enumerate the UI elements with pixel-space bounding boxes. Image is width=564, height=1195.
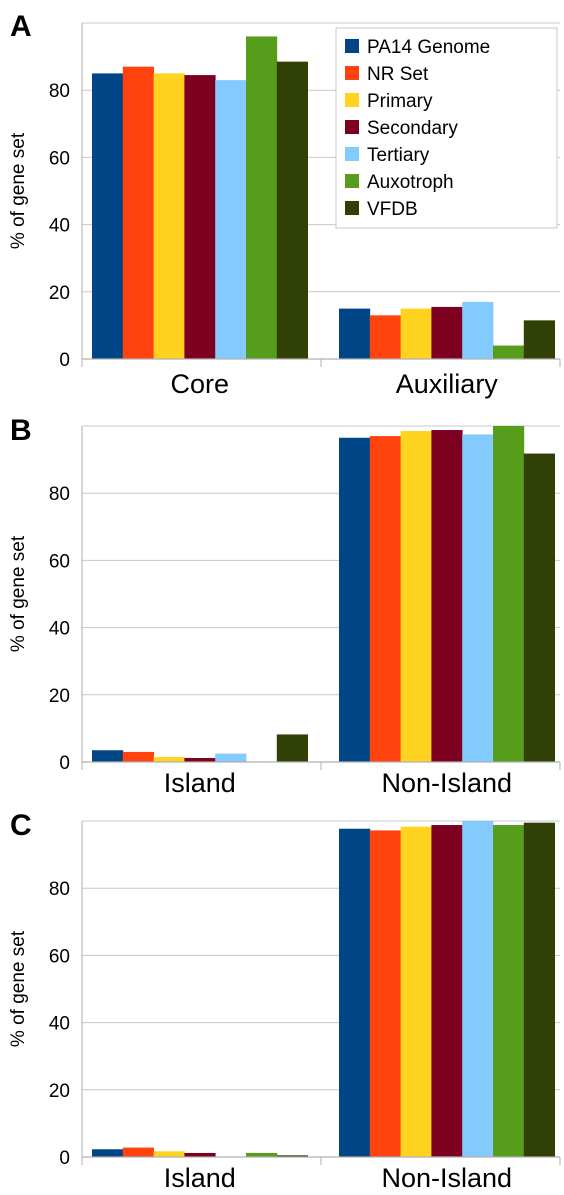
bar-tertiary-island (215, 753, 247, 762)
y-axis-label: % of gene set (8, 535, 29, 652)
bar-secondary-island (184, 1152, 216, 1157)
bar-pa14-genome-island (92, 750, 124, 762)
bar-secondary-core (184, 75, 216, 359)
legend-swatch (345, 147, 359, 161)
y-tick-label: 60 (49, 551, 70, 572)
bar-pa14-genome-non-island (339, 828, 371, 1157)
bar-nr-set-core (122, 66, 154, 360)
y-tick-label: 0 (59, 1148, 70, 1169)
y-tick-label: 20 (49, 283, 70, 304)
bar-primary-non-island (400, 826, 432, 1157)
category-label: Non-Island (382, 768, 513, 798)
panel-label: C (10, 809, 32, 842)
bar-primary-island (153, 756, 185, 762)
category-label: Auxiliary (396, 369, 499, 399)
category-label: Non-Island (382, 1163, 513, 1193)
bar-tertiary-auxiliary (462, 301, 494, 359)
bar-nr-set-non-island (369, 830, 401, 1157)
y-axis-label: % of gene set (8, 930, 29, 1047)
bar-pa14-genome-core (92, 73, 124, 360)
bar-auxotroph-non-island (493, 426, 525, 762)
bar-pa14-genome-auxiliary (339, 308, 371, 359)
chart-panel-C: 0 20 40 60 80 Island Non-Island % of gene set C (8, 809, 561, 1193)
legend-label: Secondary (367, 118, 458, 139)
legend-label: Auxotroph (367, 172, 454, 193)
bar-auxotroph-auxiliary (493, 345, 525, 359)
legend-swatch (345, 39, 359, 53)
legend-swatch (345, 201, 359, 215)
bar-vfdb-auxiliary (523, 320, 555, 359)
bar-tertiary-core (215, 80, 247, 360)
y-tick-label: 40 (49, 216, 70, 237)
bar-vfdb-core (276, 61, 308, 359)
y-tick-label: 40 (49, 1014, 70, 1035)
y-tick-label: 80 (49, 484, 70, 505)
bar-nr-set-auxiliary (369, 315, 401, 359)
legend-label: VFDB (367, 199, 418, 220)
bar-auxotroph-island (246, 1152, 278, 1157)
bar-secondary-non-island (431, 825, 463, 1157)
bar-vfdb-non-island (523, 453, 555, 762)
bar-secondary-auxiliary (431, 306, 463, 359)
y-tick-label: 0 (59, 350, 70, 371)
y-tick-label: 20 (49, 1081, 70, 1102)
bar-auxotroph-core (246, 36, 278, 359)
bar-nr-set-non-island (369, 436, 401, 762)
bar-primary-auxiliary (400, 308, 432, 359)
y-tick-label: 80 (49, 879, 70, 900)
category-label: Core (171, 369, 230, 399)
legend-label: Tertiary (367, 145, 430, 166)
bar-pa14-genome-island (92, 1149, 124, 1157)
legend-swatch (345, 93, 359, 107)
bar-vfdb-non-island (523, 822, 555, 1157)
chart-panel-B: 0 20 40 60 80 Island Non-Island % of gene set B (8, 414, 561, 798)
bar-secondary-island (184, 757, 216, 762)
legend-swatch (345, 66, 359, 80)
chart-panel-A: 0 20 40 60 80 Core Auxiliary % of gene set A PA14… (8, 10, 561, 399)
panel-label: B (10, 414, 32, 447)
category-label: Island (164, 1163, 236, 1193)
legend: PA14 Genome NR Set Primary Secondary Tertiar… (335, 27, 558, 229)
y-tick-label: 0 (59, 753, 70, 774)
bar-auxotroph-non-island (493, 825, 525, 1157)
category-label: Island (164, 768, 236, 798)
y-tick-label: 40 (49, 619, 70, 640)
y-tick-label: 80 (49, 81, 70, 102)
bar-nr-set-island (122, 751, 154, 762)
bar-vfdb-island (276, 734, 308, 762)
legend-label: NR Set (367, 64, 429, 85)
bar-nr-set-island (122, 1147, 154, 1157)
bar-pa14-genome-non-island (339, 437, 371, 762)
legend-label: Primary (367, 91, 433, 112)
legend-swatch (345, 174, 359, 188)
y-tick-label: 60 (49, 946, 70, 967)
legend-box (335, 27, 558, 229)
bar-primary-non-island (400, 431, 432, 762)
panel-label: A (10, 10, 32, 43)
bar-vfdb-island (276, 1155, 308, 1157)
bar-primary-core (153, 73, 185, 360)
legend-label: PA14 Genome (367, 37, 490, 58)
bar-secondary-non-island (431, 430, 463, 762)
bar-tertiary-non-island (462, 434, 494, 762)
y-tick-label: 60 (49, 148, 70, 169)
y-tick-label: 20 (49, 686, 70, 707)
y-axis-label: % of gene set (8, 132, 29, 249)
legend-swatch (345, 120, 359, 134)
bar-primary-island (153, 1151, 185, 1157)
bar-tertiary-non-island (462, 821, 494, 1157)
